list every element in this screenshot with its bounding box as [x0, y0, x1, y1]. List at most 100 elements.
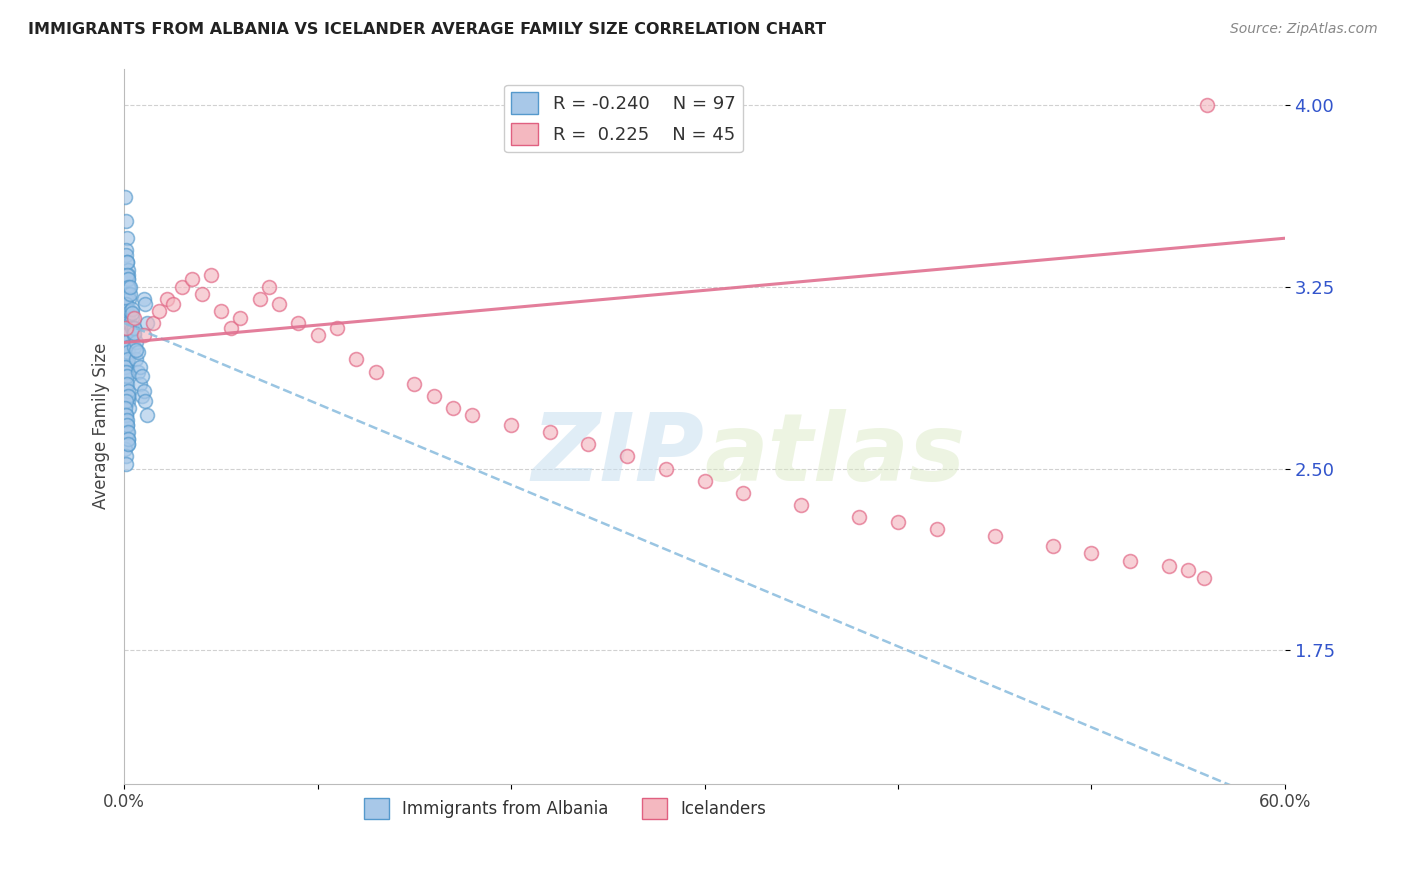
Point — [117, 279, 139, 293]
Point — [115, 255, 138, 269]
Y-axis label: Average Family Size: Average Family Size — [93, 343, 110, 509]
Point — [344, 352, 367, 367]
Point — [422, 389, 444, 403]
Text: Source: ZipAtlas.com: Source: ZipAtlas.com — [1230, 22, 1378, 37]
Text: IMMIGRANTS FROM ALBANIA VS ICELANDER AVERAGE FAMILY SIZE CORRELATION CHART: IMMIGRANTS FROM ALBANIA VS ICELANDER AVE… — [28, 22, 827, 37]
Point — [229, 311, 252, 326]
Point — [121, 321, 143, 335]
Point — [259, 279, 281, 293]
Point — [200, 268, 222, 282]
Point — [441, 401, 464, 415]
Point — [117, 340, 139, 354]
Point — [132, 292, 155, 306]
Point — [121, 306, 143, 320]
Point — [117, 384, 139, 398]
Point — [1042, 539, 1064, 553]
Point — [307, 328, 329, 343]
Point — [115, 321, 138, 335]
Point — [148, 304, 170, 318]
Point — [114, 248, 136, 262]
Point — [117, 262, 139, 277]
Point — [114, 292, 136, 306]
Point — [118, 279, 141, 293]
Point — [115, 268, 138, 282]
Point — [172, 279, 194, 293]
Point — [115, 296, 138, 310]
Point — [733, 485, 755, 500]
Point — [115, 417, 138, 432]
Point — [117, 345, 139, 359]
Point — [693, 474, 716, 488]
Point — [115, 214, 138, 228]
Point — [117, 335, 139, 350]
Point — [118, 401, 141, 415]
Point — [114, 457, 136, 471]
Point — [122, 321, 145, 335]
Point — [134, 296, 156, 310]
Point — [180, 272, 202, 286]
Point — [117, 437, 139, 451]
Point — [118, 287, 141, 301]
Point — [115, 316, 138, 330]
Point — [578, 437, 600, 451]
Point — [115, 369, 138, 384]
Point — [115, 417, 138, 432]
Point — [117, 389, 139, 403]
Point — [142, 316, 165, 330]
Point — [1177, 563, 1199, 577]
Point — [115, 408, 138, 422]
Point — [132, 384, 155, 398]
Point — [114, 304, 136, 318]
Point — [125, 343, 148, 357]
Point — [364, 365, 387, 379]
Point — [117, 389, 139, 403]
Point — [117, 352, 139, 367]
Point — [114, 442, 136, 457]
Point — [115, 382, 138, 396]
Point — [1192, 571, 1215, 585]
Point — [132, 328, 155, 343]
Point — [125, 352, 148, 367]
Point — [117, 268, 139, 282]
Point — [114, 340, 136, 354]
Point — [404, 376, 426, 391]
Point — [115, 365, 138, 379]
Point — [115, 321, 138, 335]
Point — [115, 244, 138, 258]
Point — [115, 255, 138, 269]
Point — [114, 335, 136, 350]
Point — [117, 365, 139, 379]
Point — [114, 359, 136, 374]
Point — [114, 311, 136, 326]
Point — [499, 417, 522, 432]
Point — [115, 328, 138, 343]
Point — [122, 340, 145, 354]
Point — [114, 296, 136, 310]
Point — [121, 301, 143, 316]
Legend: Immigrants from Albania, Icelanders: Immigrants from Albania, Icelanders — [357, 792, 773, 825]
Point — [790, 498, 813, 512]
Point — [121, 311, 143, 326]
Point — [115, 316, 138, 330]
Point — [122, 328, 145, 343]
Point — [249, 292, 271, 306]
Point — [136, 316, 159, 330]
Point — [114, 401, 136, 415]
Point — [115, 425, 138, 440]
Point — [117, 425, 139, 440]
Point — [114, 369, 136, 384]
Point — [117, 311, 139, 326]
Point — [115, 350, 138, 364]
Point — [114, 345, 136, 359]
Point — [114, 376, 136, 391]
Point — [114, 408, 136, 422]
Point — [925, 522, 948, 536]
Point — [983, 529, 1005, 543]
Point — [616, 450, 638, 464]
Point — [115, 304, 138, 318]
Point — [118, 292, 141, 306]
Point — [209, 304, 232, 318]
Point — [131, 369, 153, 384]
Point — [287, 316, 309, 330]
Point — [1157, 558, 1180, 573]
